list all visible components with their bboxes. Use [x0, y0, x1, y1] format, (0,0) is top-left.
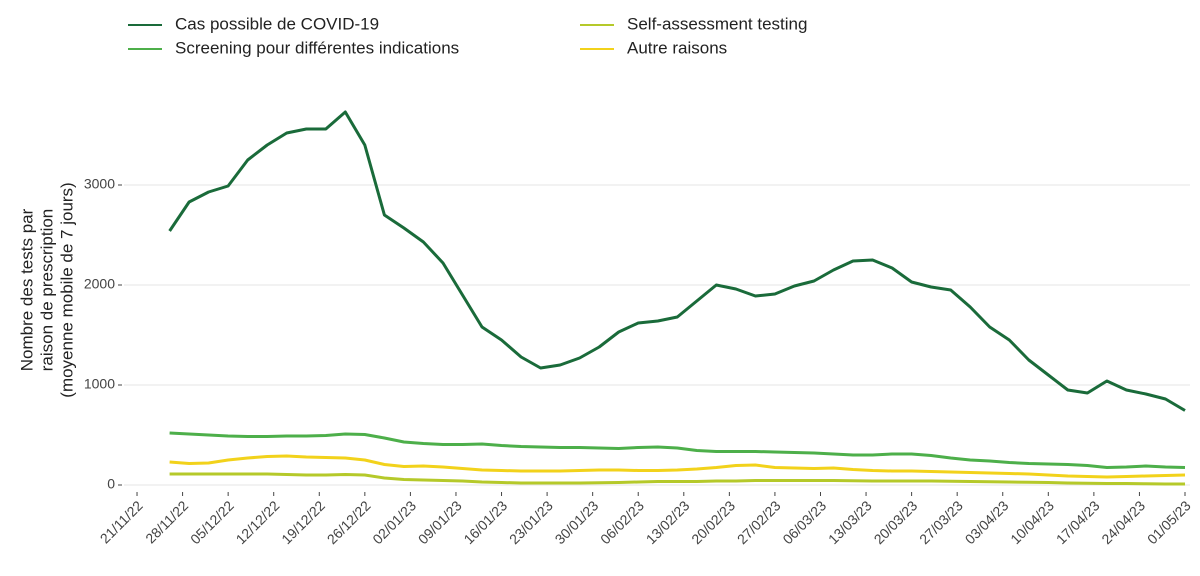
- y-axis-label: Nombre des tests par raison de prescript…: [17, 182, 76, 397]
- series-line: [169, 454, 1186, 479]
- x-tick-label: 19/12/22: [278, 497, 328, 547]
- legend-item: Self-assessment testing: [580, 14, 807, 33]
- x-tick-label: 21/11/22: [97, 497, 146, 546]
- x-tick-label: 30/01/23: [552, 497, 602, 547]
- y-tick-label: 1000: [84, 376, 115, 392]
- legend-label: Cas possible de COVID-19: [175, 14, 379, 33]
- x-tick-label: 05/12/22: [187, 497, 237, 547]
- x-tick-label: 12/12/22: [233, 497, 283, 547]
- x-tick-label: 24/04/23: [1098, 497, 1148, 547]
- x-tick-label: 10/04/23: [1007, 497, 1057, 547]
- x-tick-label: 27/03/23: [916, 497, 966, 547]
- x-tick-label: 28/11/22: [142, 497, 191, 546]
- legend-label: Autre raisons: [627, 38, 727, 57]
- legend-label: Self-assessment testing: [627, 14, 807, 33]
- series-line: [169, 431, 1186, 469]
- x-tick-label: 06/02/23: [597, 497, 647, 547]
- x-tick-label: 27/02/23: [734, 497, 784, 547]
- x-tick-label: 16/01/23: [460, 497, 510, 547]
- x-tick-label: 13/02/23: [643, 497, 693, 547]
- x-tick-label: 26/12/22: [324, 497, 374, 547]
- series-line: [169, 472, 1185, 486]
- y-tick-label: 3000: [84, 176, 115, 192]
- legend-item: Cas possible de COVID-19: [128, 14, 379, 33]
- x-tick-label: 23/01/23: [506, 497, 556, 547]
- x-tick-label: 06/03/23: [779, 497, 829, 547]
- y-tick-label: 0: [107, 476, 115, 492]
- legend-label: Screening pour différentes indications: [175, 38, 459, 57]
- legend-item: Autre raisons: [580, 38, 727, 57]
- x-tick-label: 20/02/23: [688, 497, 738, 547]
- legend-item: Screening pour différentes indications: [128, 38, 459, 57]
- y-label-line: raison de prescription: [37, 209, 56, 372]
- y-tick-label: 2000: [84, 276, 115, 292]
- series-line: [168, 110, 1186, 412]
- x-tick-label: 13/03/23: [825, 497, 875, 547]
- x-tick-label: 09/01/23: [415, 497, 465, 547]
- x-tick-label: 03/04/23: [962, 497, 1012, 547]
- y-label-line: (moyenne mobile de 7 jours): [57, 182, 76, 397]
- x-tick-label: 02/01/23: [369, 497, 419, 547]
- x-tick-label: 20/03/23: [871, 497, 921, 547]
- x-tick-label: 01/05/23: [1144, 497, 1194, 547]
- x-tick-label: 17/04/23: [1053, 497, 1103, 547]
- y-label-line: Nombre des tests par: [17, 208, 36, 371]
